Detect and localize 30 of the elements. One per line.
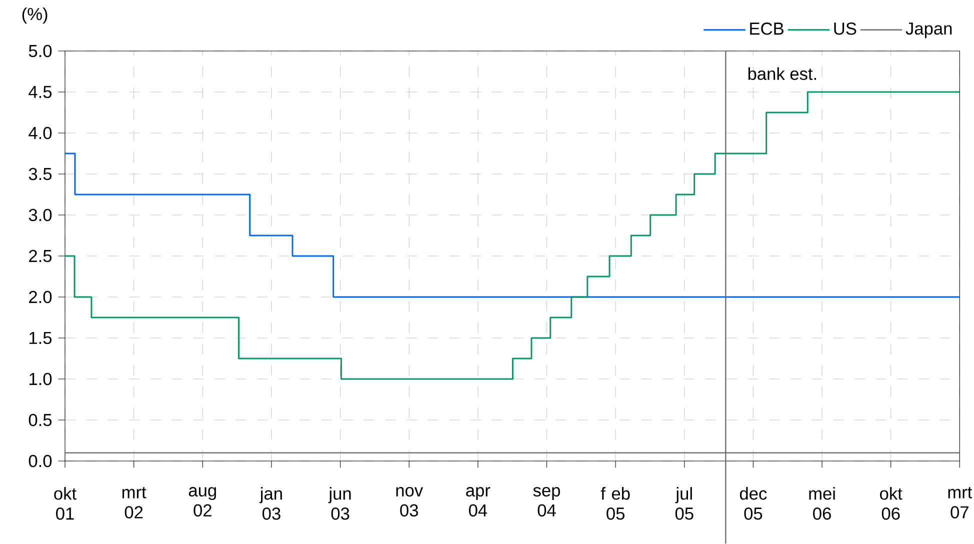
y-tick-label: 1.0 [30,372,52,386]
legend-label: ECB [750,22,784,35]
x-tick-label: mrt 07 [948,487,972,518]
legend-label: Japan [906,22,952,38]
x-tick-label: mei 06 [809,487,835,520]
x-tick-label: dec 05 [740,487,767,520]
legend-label: US [834,22,856,35]
x-tick-label: okt 06 [880,487,902,520]
y-tick-label: 3.0 [28,208,52,222]
y-tick-label: 4.0 [28,126,52,140]
x-tick-label: aug 02 [188,487,216,517]
x-tick-label: mrt 02 [122,487,146,518]
ref-line-label: bank est. [748,67,816,80]
y-axis-title: (%) [22,7,48,24]
x-tick-label: f eb 05 [600,487,630,520]
y-tick-label: 0.0 [28,454,52,468]
y-tick-label: 1.5 [30,332,52,344]
x-tick-label: jan 03 [259,487,282,520]
x-tick-label: jun 03 [328,487,351,520]
y-tick-label: 4.5 [28,86,52,98]
y-tick-label: 2.5 [29,250,52,262]
x-tick-label: apr 04 [466,487,490,517]
y-tick-label: 5.0 [28,44,52,58]
x-tick-label: sep 04 [533,487,560,517]
y-tick-label: 2.0 [29,290,52,304]
y-tick-label: 3.5 [28,168,52,180]
x-tick-label: jul 05 [675,487,694,520]
x-tick-label: nov 03 [396,487,424,517]
x-tick-label: okt 01 [54,487,76,520]
y-tick-label: 0.5 [28,414,52,426]
